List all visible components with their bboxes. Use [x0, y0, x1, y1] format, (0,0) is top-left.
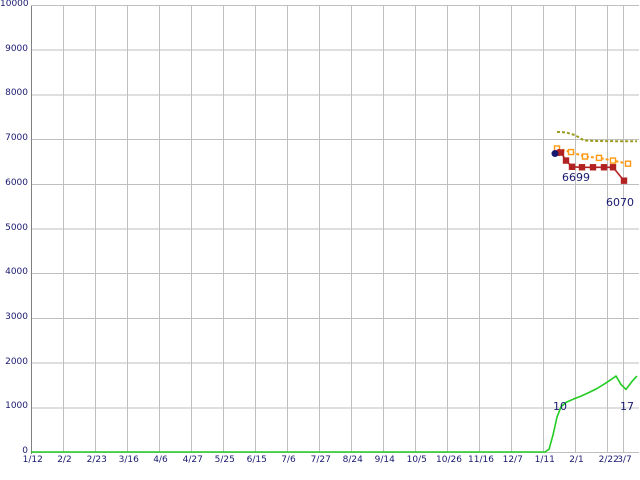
y-tick-4000: 4000	[5, 267, 28, 278]
y-tick-5000: 5000	[5, 222, 28, 233]
x-tick-6-15: 6/15	[246, 455, 267, 465]
x-tick-1-12: 1/12	[22, 455, 43, 465]
x-tick-3-7: 3/7	[617, 455, 632, 465]
x-tick-2-22: 2/22	[598, 455, 619, 465]
y-tick-3000: 3000	[5, 311, 28, 322]
x-tick-3-16: 3/16	[118, 455, 139, 465]
x-tick-1-11: 1/11	[534, 455, 555, 465]
x-tick-5-25: 5/25	[214, 455, 235, 465]
data-series-layer	[31, 130, 638, 453]
x-tick-7-6: 7/6	[281, 455, 296, 465]
y-tick-6000: 6000	[5, 177, 28, 188]
x-tick-12-7: 12/7	[502, 455, 523, 465]
y-tick-1000: 1000	[5, 401, 28, 412]
y-tick-8000: 8000	[5, 88, 28, 99]
series-olive-dashed-upper	[556, 130, 637, 143]
y-tick-10000: 10000	[0, 0, 29, 9]
x-tick-2-1: 2/1	[569, 455, 584, 465]
label-6070: 6070	[606, 196, 634, 209]
label-17: 17	[620, 400, 634, 413]
y-tick-0: 0	[22, 446, 28, 456]
x-tick-2-2: 2/2	[57, 455, 72, 465]
x-tick-10-26: 10/26	[436, 455, 462, 465]
x-tick-8-24: 8/24	[342, 455, 363, 465]
x-tick-4-27: 4/27	[182, 455, 203, 465]
series-darkred-solid-lower	[557, 149, 628, 184]
label-6699: 6699	[562, 171, 590, 184]
x-tick-4-6: 4/6	[153, 455, 168, 465]
x-tick-9-14: 9/14	[374, 455, 395, 465]
y-tick-2000: 2000	[5, 356, 28, 367]
axis-lines	[31, 5, 639, 454]
series-green-solid-baseline	[31, 375, 638, 453]
x-tick-7-27: 7/27	[310, 455, 331, 465]
label-10: 10	[553, 400, 567, 413]
series-orange-dashed-middle	[553, 145, 632, 167]
x-tick-2-23: 2/23	[86, 455, 107, 465]
y-tick-9000: 9000	[5, 43, 28, 54]
x-tick-11-16: 11/16	[468, 455, 494, 465]
x-tick-10-5: 10/5	[406, 455, 427, 465]
y-tick-7000: 7000	[5, 133, 28, 144]
